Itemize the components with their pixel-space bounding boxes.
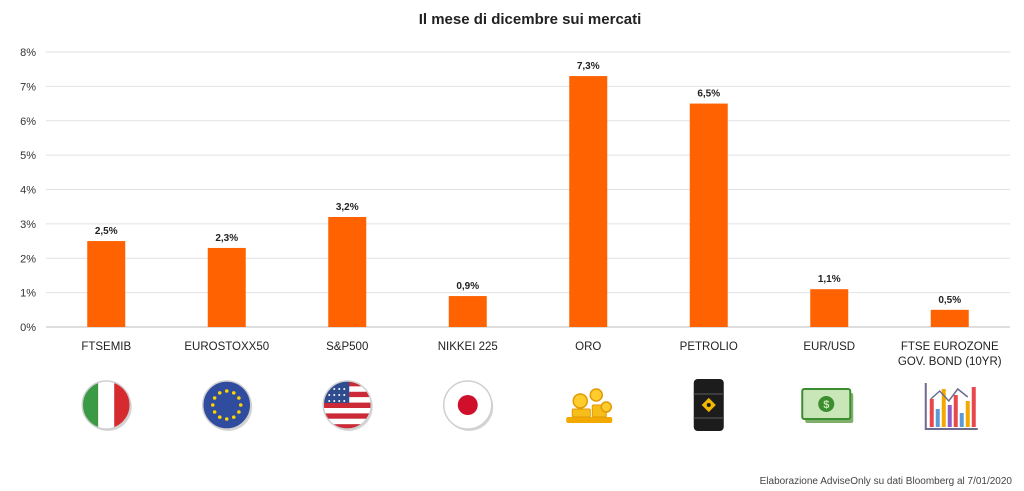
y-tick-label: 5%: [20, 150, 36, 162]
data-label: 0,9%: [456, 281, 479, 292]
grid-lines: [46, 51, 1010, 328]
category-icons: $: [81, 379, 978, 431]
category-label: EUR/USD: [803, 341, 855, 353]
bar: [930, 309, 969, 327]
svg-text:$: $: [823, 399, 829, 411]
y-tick-label: 8%: [20, 47, 36, 59]
category-label: EUROSTOXX50: [184, 341, 269, 353]
data-label: 2,3%: [215, 233, 238, 244]
chart-title: Il mese di dicembre sui mercati: [419, 11, 642, 28]
bar: [448, 296, 487, 327]
y-tick-label: 3%: [20, 219, 36, 231]
source-credit: Elaborazione AdviseOnly su dati Bloomber…: [760, 476, 1013, 487]
data-labels: 2,5% 2,3% 3,2% 0,9% 7,3% 6,5% 1,1% 0,5%: [95, 61, 961, 306]
bar: [569, 76, 608, 327]
oil-barrel-icon: [693, 379, 724, 431]
italy-flag-icon: [81, 380, 132, 431]
eu-flag-icon: [202, 380, 253, 431]
category-label: FTSEMIB: [81, 341, 131, 353]
y-tick-label: 7%: [20, 81, 36, 93]
data-label: 6,5%: [697, 89, 720, 100]
bar: [87, 241, 126, 327]
bar: [207, 247, 246, 327]
data-label: 7,3%: [577, 61, 600, 72]
data-label: 1,1%: [818, 274, 841, 285]
y-tick-label: 1%: [20, 288, 36, 300]
dollar-banknote-icon: $: [801, 388, 854, 423]
bar: [689, 103, 728, 327]
y-axis-ticks: 0% 1% 2% 3% 4% 5% 6% 7% 8%: [20, 47, 36, 334]
bar: [328, 217, 367, 327]
us-flag-icon: [322, 380, 373, 431]
bar: [810, 289, 849, 327]
data-label: 2,5%: [95, 226, 118, 237]
category-label: GOV. BOND (10YR): [898, 356, 1002, 368]
category-label: NIKKEI 225: [438, 341, 498, 353]
y-tick-label: 2%: [20, 253, 36, 265]
bar-chart-icon: [924, 383, 978, 430]
data-label: 3,2%: [336, 202, 359, 213]
data-label: 0,5%: [938, 295, 961, 306]
japan-flag-icon: [443, 380, 494, 431]
category-label: FTSE EUROZONE: [901, 341, 999, 353]
y-tick-label: 6%: [20, 116, 36, 128]
category-label: ORO: [575, 341, 601, 353]
category-label: S&P500: [326, 341, 368, 353]
y-tick-label: 4%: [20, 185, 36, 197]
y-tick-label: 0%: [20, 322, 36, 334]
bars: [87, 76, 969, 327]
gold-coins-icon: [566, 388, 613, 423]
category-labels: FTSEMIB EUROSTOXX50 S&P500 NIKKEI 225 ORO PET…: [81, 341, 1001, 368]
category-label: PETROLIO: [680, 341, 738, 353]
